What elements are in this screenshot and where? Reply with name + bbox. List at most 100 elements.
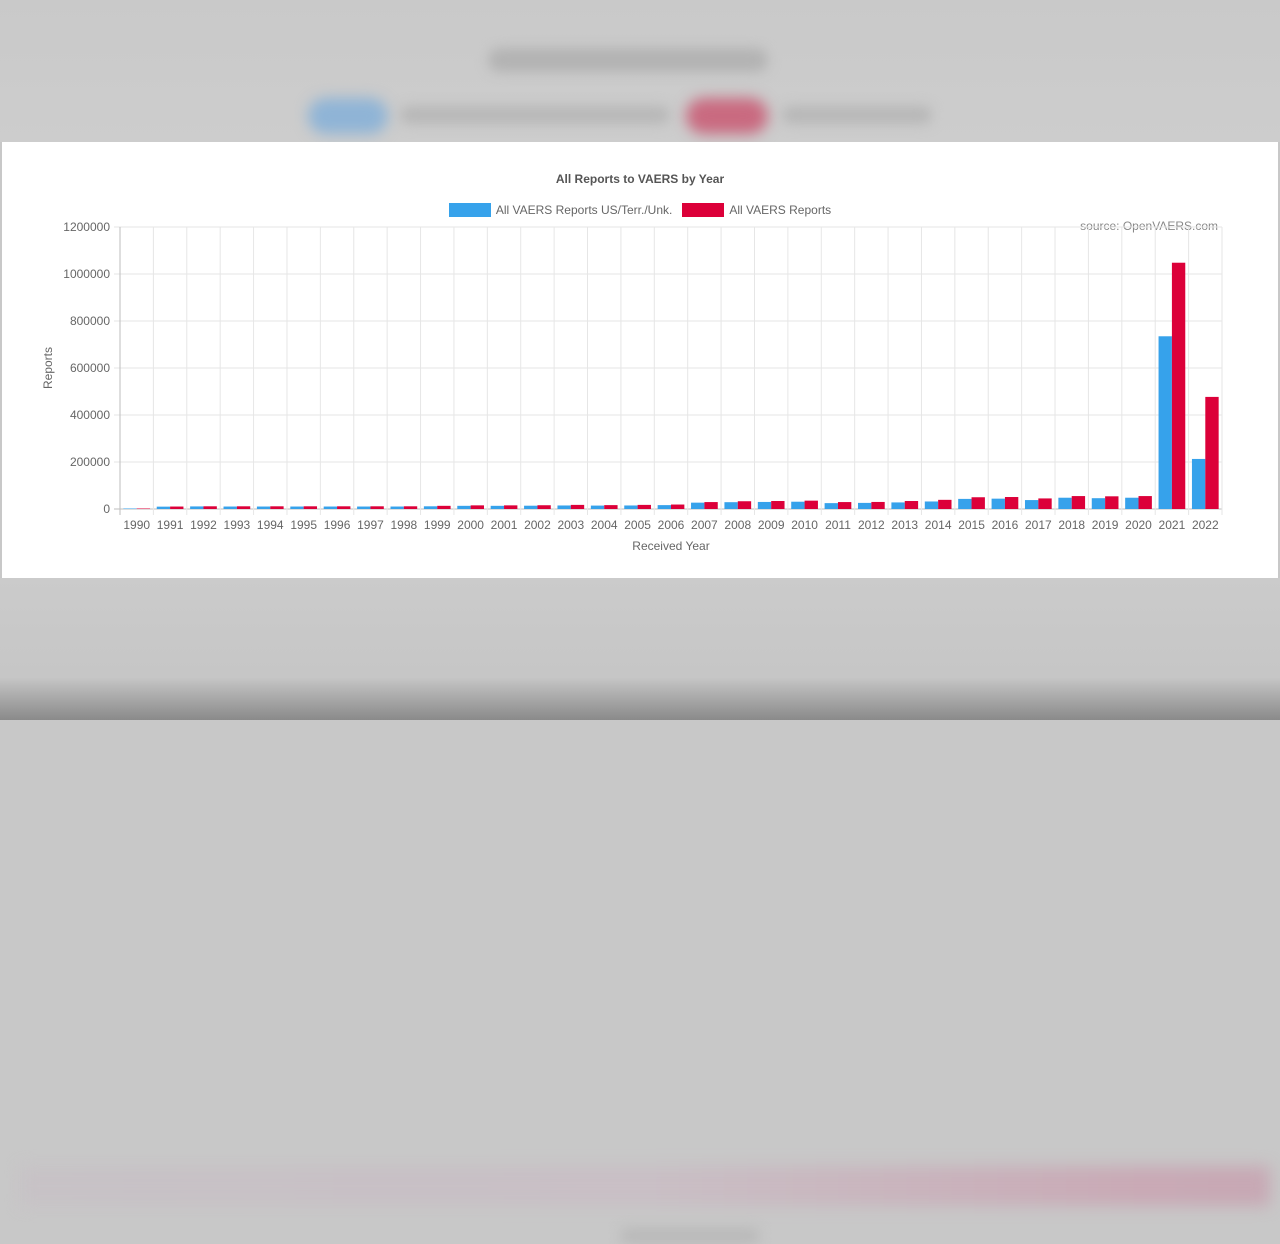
y-tick-label: 400000 [70, 408, 110, 422]
bar-us-1999[interactable] [423, 506, 438, 509]
bar-us-1997[interactable] [357, 506, 371, 509]
blurred-blue-swatch [308, 98, 388, 134]
bar-us-1996[interactable] [323, 506, 338, 509]
x-tick-label: 2010 [791, 518, 818, 532]
bar-us-1998[interactable] [390, 506, 404, 509]
bar-us-2018[interactable] [1058, 497, 1072, 509]
bar-us-2003[interactable] [557, 505, 571, 509]
bar-all-2021[interactable] [1171, 262, 1186, 509]
bar-us-2016[interactable] [991, 498, 1005, 509]
bar-us-1990[interactable] [123, 508, 137, 510]
bar-all-2017[interactable] [1038, 498, 1052, 509]
bar-us-1995[interactable] [290, 506, 304, 509]
bar-us-2006[interactable] [657, 505, 671, 509]
bar-all-2002[interactable] [537, 505, 551, 509]
x-tick-label: 2017 [1025, 518, 1052, 532]
bar-us-1992[interactable] [190, 506, 204, 509]
bar-all-1997[interactable] [370, 506, 384, 509]
bar-all-1999[interactable] [437, 505, 451, 509]
x-tick-label: 1998 [390, 518, 417, 532]
bar-all-2022[interactable] [1205, 396, 1219, 509]
bar-all-1995[interactable] [303, 506, 318, 509]
bar-all-2001[interactable] [504, 505, 518, 509]
y-axis-title: Reports [41, 347, 55, 389]
x-tick-label: 2004 [591, 518, 618, 532]
bar-all-2011[interactable] [837, 502, 852, 509]
legend-label-us: All VAERS Reports US/Terr./Unk. [495, 203, 673, 217]
bar-all-2008[interactable] [737, 501, 752, 509]
bar-us-2021[interactable] [1158, 336, 1172, 509]
bar-all-2006[interactable] [671, 504, 685, 509]
bar-us-1991[interactable] [156, 506, 171, 509]
bar-us-2000[interactable] [457, 505, 471, 509]
y-tick-label: 1000000 [63, 267, 110, 281]
bar-all-2007[interactable] [704, 502, 718, 509]
x-tick-label: 2007 [691, 518, 718, 532]
bar-us-2022[interactable] [1191, 458, 1206, 509]
bar-all-2019[interactable] [1105, 496, 1119, 509]
bar-us-2002[interactable] [524, 505, 538, 509]
bar-us-2010[interactable] [791, 501, 805, 509]
bar-us-2005[interactable] [624, 505, 638, 509]
x-tick-label: 1992 [190, 518, 217, 532]
blurred-axis-label [620, 1228, 760, 1244]
legend-swatch-us [448, 203, 491, 217]
bar-us-2009[interactable] [757, 501, 772, 509]
x-tick-label: 2013 [891, 518, 918, 532]
legend-item-us[interactable]: All VAERS Reports US/Terr./Unk. [448, 203, 673, 217]
x-tick-label: 2014 [925, 518, 952, 532]
bar-all-2015[interactable] [971, 497, 985, 509]
bar-all-1996[interactable] [337, 506, 351, 509]
bar-us-2008[interactable] [724, 502, 738, 509]
chart-legend: All VAERS Reports US/Terr./Unk. All VAER… [2, 203, 1278, 217]
x-tick-label: 2022 [1192, 518, 1219, 532]
bar-us-2019[interactable] [1091, 498, 1106, 509]
bar-chart: 0 200000 400000 600000 800000 1000000 1200000 1… [41, 220, 1223, 553]
bar-all-2004[interactable] [604, 505, 618, 509]
bar-all-1993[interactable] [236, 506, 251, 509]
x-tick-label: 2016 [992, 518, 1019, 532]
x-tick-label: 2001 [491, 518, 518, 532]
bar-all-2010[interactable] [804, 500, 818, 509]
legend-item-all[interactable]: All VAERS Reports [682, 203, 831, 217]
bar-us-2011[interactable] [824, 503, 838, 509]
bar-us-2014[interactable] [924, 501, 939, 509]
bar-all-2012[interactable] [871, 501, 885, 509]
bar-all-2000[interactable] [470, 505, 484, 509]
x-tick-label: 1995 [290, 518, 317, 532]
bar-all-2020[interactable] [1138, 496, 1152, 509]
x-tick-label: 1994 [257, 518, 284, 532]
bar-us-2020[interactable] [1125, 497, 1139, 509]
x-tick-label: 1996 [324, 518, 351, 532]
bar-all-2005[interactable] [637, 504, 651, 509]
bar-all-2013[interactable] [904, 501, 919, 509]
bar-us-1993[interactable] [223, 506, 237, 509]
bar-all-1998[interactable] [403, 506, 418, 509]
blurred-legend-text [782, 106, 932, 124]
x-tick-label: 2019 [1092, 518, 1119, 532]
bar-us-2007[interactable] [691, 502, 705, 509]
bar-us-2013[interactable] [891, 502, 905, 509]
bar-us-2012[interactable] [858, 502, 872, 509]
bar-all-2009[interactable] [771, 501, 785, 509]
bar-all-1994[interactable] [270, 506, 284, 509]
bar-all-1992[interactable] [203, 506, 217, 509]
y-tick-label: 800000 [70, 314, 110, 328]
y-tick-label: 0 [103, 502, 110, 516]
x-tick-label: 1993 [224, 518, 251, 532]
bar-all-1991[interactable] [170, 506, 184, 509]
bar-us-2001[interactable] [490, 505, 505, 509]
blurred-red-swatch [686, 98, 768, 134]
bar-all-2003[interactable] [570, 504, 585, 509]
bar-all-2018[interactable] [1071, 496, 1086, 509]
x-tick-label: 2008 [724, 518, 751, 532]
blurred-background-bottom [0, 578, 1280, 1244]
bar-all-2014[interactable] [938, 499, 952, 509]
bar-all-2016[interactable] [1004, 497, 1019, 509]
x-tick-label: 2005 [624, 518, 651, 532]
bar-us-2017[interactable] [1024, 500, 1039, 509]
bar-us-2004[interactable] [590, 505, 605, 509]
bar-us-1994[interactable] [256, 506, 271, 509]
bar-us-2015[interactable] [958, 498, 972, 509]
bar-all-1990[interactable] [136, 508, 151, 510]
